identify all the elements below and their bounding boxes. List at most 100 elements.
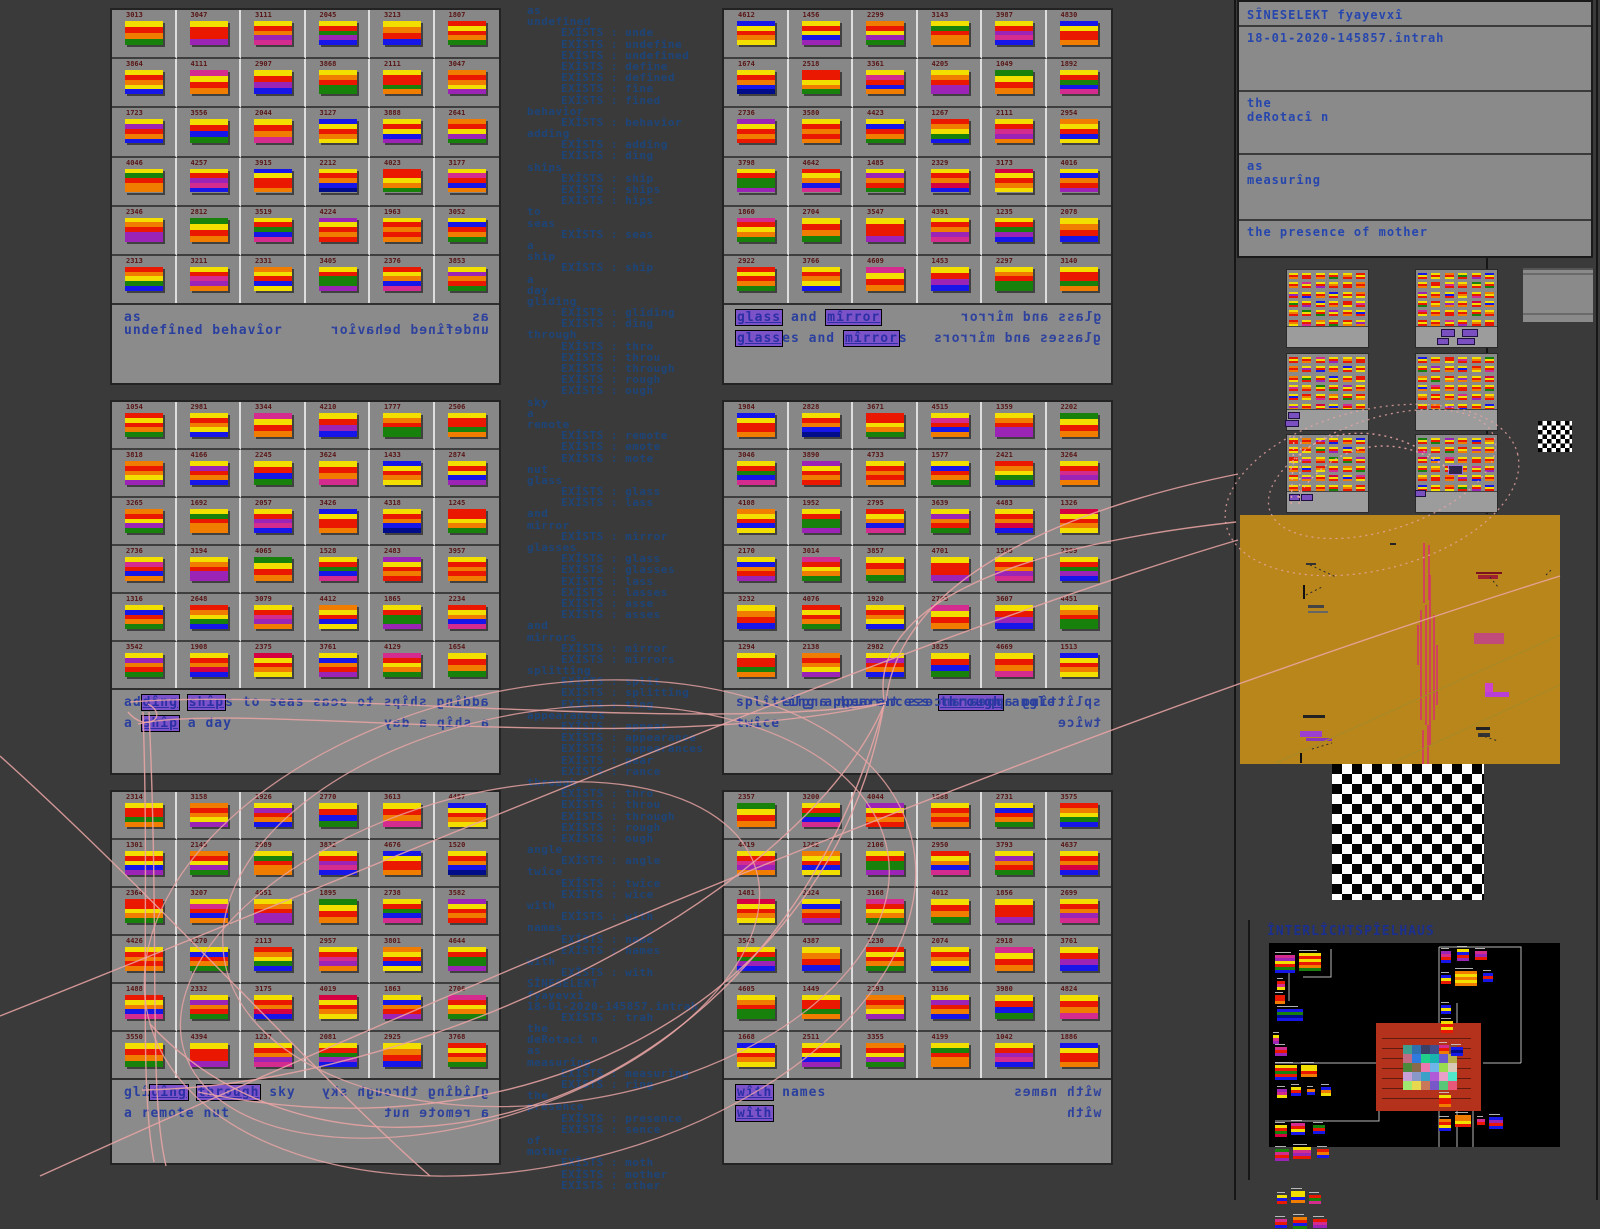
- flag-thumbnail[interactable]: [1059, 653, 1098, 677]
- flag-thumbnail[interactable]: [125, 168, 163, 193]
- flag-thumb[interactable]: [1293, 1147, 1311, 1159]
- flag-thumbnail[interactable]: [125, 509, 163, 533]
- flag-cell[interactable]: 3127: [305, 108, 370, 158]
- flag-thumbnail[interactable]: [866, 168, 904, 193]
- flag-thumbnail[interactable]: [801, 851, 840, 875]
- flag-thumbnail[interactable]: [737, 119, 775, 144]
- flag-cell[interactable]: 3798: [724, 157, 789, 207]
- flag-thumbnail[interactable]: [866, 413, 904, 437]
- flag-thumbnail[interactable]: [995, 217, 1033, 242]
- flag-thumbnail[interactable]: [930, 557, 969, 581]
- flag-cell[interactable]: 1863: [370, 984, 435, 1032]
- palette-cell[interactable]: [1430, 1054, 1439, 1063]
- flag-thumb[interactable]: [1291, 1123, 1305, 1135]
- palette-cell[interactable]: [1421, 1054, 1430, 1063]
- flag-thumbnail[interactable]: [447, 266, 486, 291]
- flag-cell[interactable]: 2234: [434, 594, 499, 642]
- flag-cell[interactable]: 3761: [1046, 936, 1111, 984]
- flag-thumbnail[interactable]: [125, 803, 163, 827]
- flag-thumb[interactable]: [1317, 1149, 1329, 1158]
- flag-thumbnail[interactable]: [737, 557, 775, 581]
- flag-cell[interactable]: 3405: [305, 255, 370, 305]
- flag-thumbnail[interactable]: [383, 413, 421, 437]
- flag-thumbnail[interactable]: [1059, 461, 1098, 485]
- flag-cell[interactable]: 2982: [853, 642, 918, 690]
- flag-thumbnail[interactable]: [254, 803, 292, 827]
- flag-cell[interactable]: 3140: [1046, 256, 1111, 305]
- flag-cell[interactable]: 3158: [176, 792, 241, 840]
- flag-thumb[interactable]: [1275, 955, 1295, 973]
- flag-thumbnail[interactable]: [1059, 217, 1098, 242]
- flag-cell[interactable]: 2057: [241, 498, 306, 546]
- flag-thumbnail[interactable]: [254, 605, 292, 629]
- flag-cell[interactable]: 1301: [112, 840, 177, 888]
- flag-thumbnail[interactable]: [866, 1043, 904, 1067]
- flag-cell[interactable]: 2641: [434, 108, 499, 158]
- palette-cell[interactable]: [1412, 1081, 1421, 1090]
- flag-thumbnail[interactable]: [866, 557, 904, 581]
- flag-thumbnail[interactable]: [995, 557, 1033, 581]
- flag-cell[interactable]: 3766: [788, 255, 853, 305]
- flag-thumbnail[interactable]: [189, 266, 228, 291]
- flag-thumbnail[interactable]: [383, 119, 421, 144]
- flag-thumbnail[interactable]: [318, 413, 357, 437]
- flag-thumb[interactable]: [1275, 1047, 1287, 1056]
- flag-cell[interactable]: 3136: [917, 984, 982, 1032]
- flag-thumbnail[interactable]: [737, 461, 775, 485]
- flag-thumbnail[interactable]: [737, 266, 775, 291]
- flag-thumbnail[interactable]: [1059, 168, 1098, 193]
- flag-thumbnail[interactable]: [383, 217, 421, 242]
- flag-cell[interactable]: 2314: [112, 792, 177, 840]
- flag-cell[interactable]: 1528: [305, 546, 370, 594]
- flag-thumbnail[interactable]: [189, 509, 228, 533]
- flag-cell[interactable]: 3173: [982, 157, 1047, 207]
- flag-thumb[interactable]: [1321, 1087, 1331, 1096]
- flag-cell[interactable]: 4824: [1046, 984, 1111, 1032]
- flag-cell[interactable]: 3768: [434, 1032, 499, 1080]
- flag-cell[interactable]: 2770: [305, 792, 370, 840]
- flag-cell[interactable]: 2375: [241, 642, 306, 690]
- flag-thumbnail[interactable]: [318, 947, 357, 971]
- flag-thumbnail[interactable]: [737, 605, 775, 629]
- flag-cell[interactable]: 1230: [853, 936, 918, 984]
- flag-thumbnail[interactable]: [254, 653, 292, 677]
- flag-cell[interactable]: 4051: [241, 888, 306, 936]
- flag-cell[interactable]: 1294: [724, 642, 789, 690]
- flag-thumbnail[interactable]: [930, 119, 969, 144]
- flag-thumbnail[interactable]: [801, 168, 840, 193]
- flag-cell[interactable]: 1668: [724, 1032, 789, 1080]
- palette-cell[interactable]: [1430, 1063, 1439, 1072]
- flag-thumbnail[interactable]: [930, 461, 969, 485]
- flag-thumbnail[interactable]: [995, 70, 1033, 95]
- flag-thumbnail[interactable]: [1059, 851, 1098, 875]
- flag-thumbnail[interactable]: [866, 266, 904, 291]
- flag-cell[interactable]: 2346: [112, 206, 177, 256]
- flag-cell[interactable]: 3580: [788, 108, 853, 158]
- flag-thumbnail[interactable]: [318, 605, 357, 629]
- flag-thumb[interactable]: [1299, 953, 1321, 971]
- flag-thumbnail[interactable]: [1059, 119, 1098, 144]
- flag-cell[interactable]: 3556: [176, 108, 241, 158]
- flag-thumbnail[interactable]: [318, 509, 357, 533]
- caption-word-selected[interactable]: glass: [736, 331, 783, 346]
- flag-cell[interactable]: 2145: [176, 840, 241, 888]
- rail-box-mother[interactable]: the presence of mother: [1239, 221, 1591, 261]
- flag-cell[interactable]: 2113: [241, 936, 306, 984]
- flag-thumbnail[interactable]: [383, 266, 421, 291]
- flag-thumb[interactable]: [1477, 1119, 1485, 1125]
- flag-cell[interactable]: 1777: [370, 402, 435, 450]
- mini-panel-5[interactable]: [1415, 353, 1498, 431]
- flag-thumbnail[interactable]: [447, 70, 486, 95]
- flag-thumbnail[interactable]: [318, 70, 357, 95]
- flag-thumbnail[interactable]: [383, 461, 421, 485]
- flag-cell[interactable]: 4257: [176, 157, 241, 207]
- flag-thumb[interactable]: [1483, 973, 1493, 982]
- flag-cell[interactable]: 2045: [305, 10, 370, 60]
- flag-cell[interactable]: 1577: [917, 450, 982, 498]
- flag-thumbnail[interactable]: [1059, 1043, 1098, 1067]
- flag-cell[interactable]: 4457: [434, 792, 499, 840]
- flag-thumbnail[interactable]: [125, 413, 163, 437]
- flag-thumbnail[interactable]: [737, 803, 775, 827]
- flag-thumbnail[interactable]: [995, 605, 1033, 629]
- flag-thumbnail[interactable]: [1059, 509, 1098, 533]
